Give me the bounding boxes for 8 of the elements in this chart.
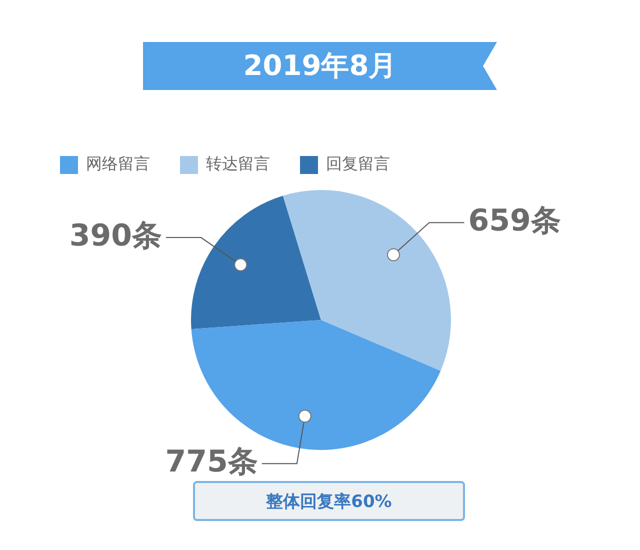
data-label: 775条	[165, 444, 258, 480]
text: 整体回复率60%	[193, 481, 465, 521]
legend-label: 转达留言	[206, 154, 270, 174]
chart-title: 2019年8月	[143, 42, 497, 90]
data-label: 390条	[69, 218, 162, 254]
data-label: 659条	[468, 203, 561, 238]
legend-label: 网络留言	[86, 154, 150, 174]
legend-label: 回复留言	[326, 154, 390, 174]
